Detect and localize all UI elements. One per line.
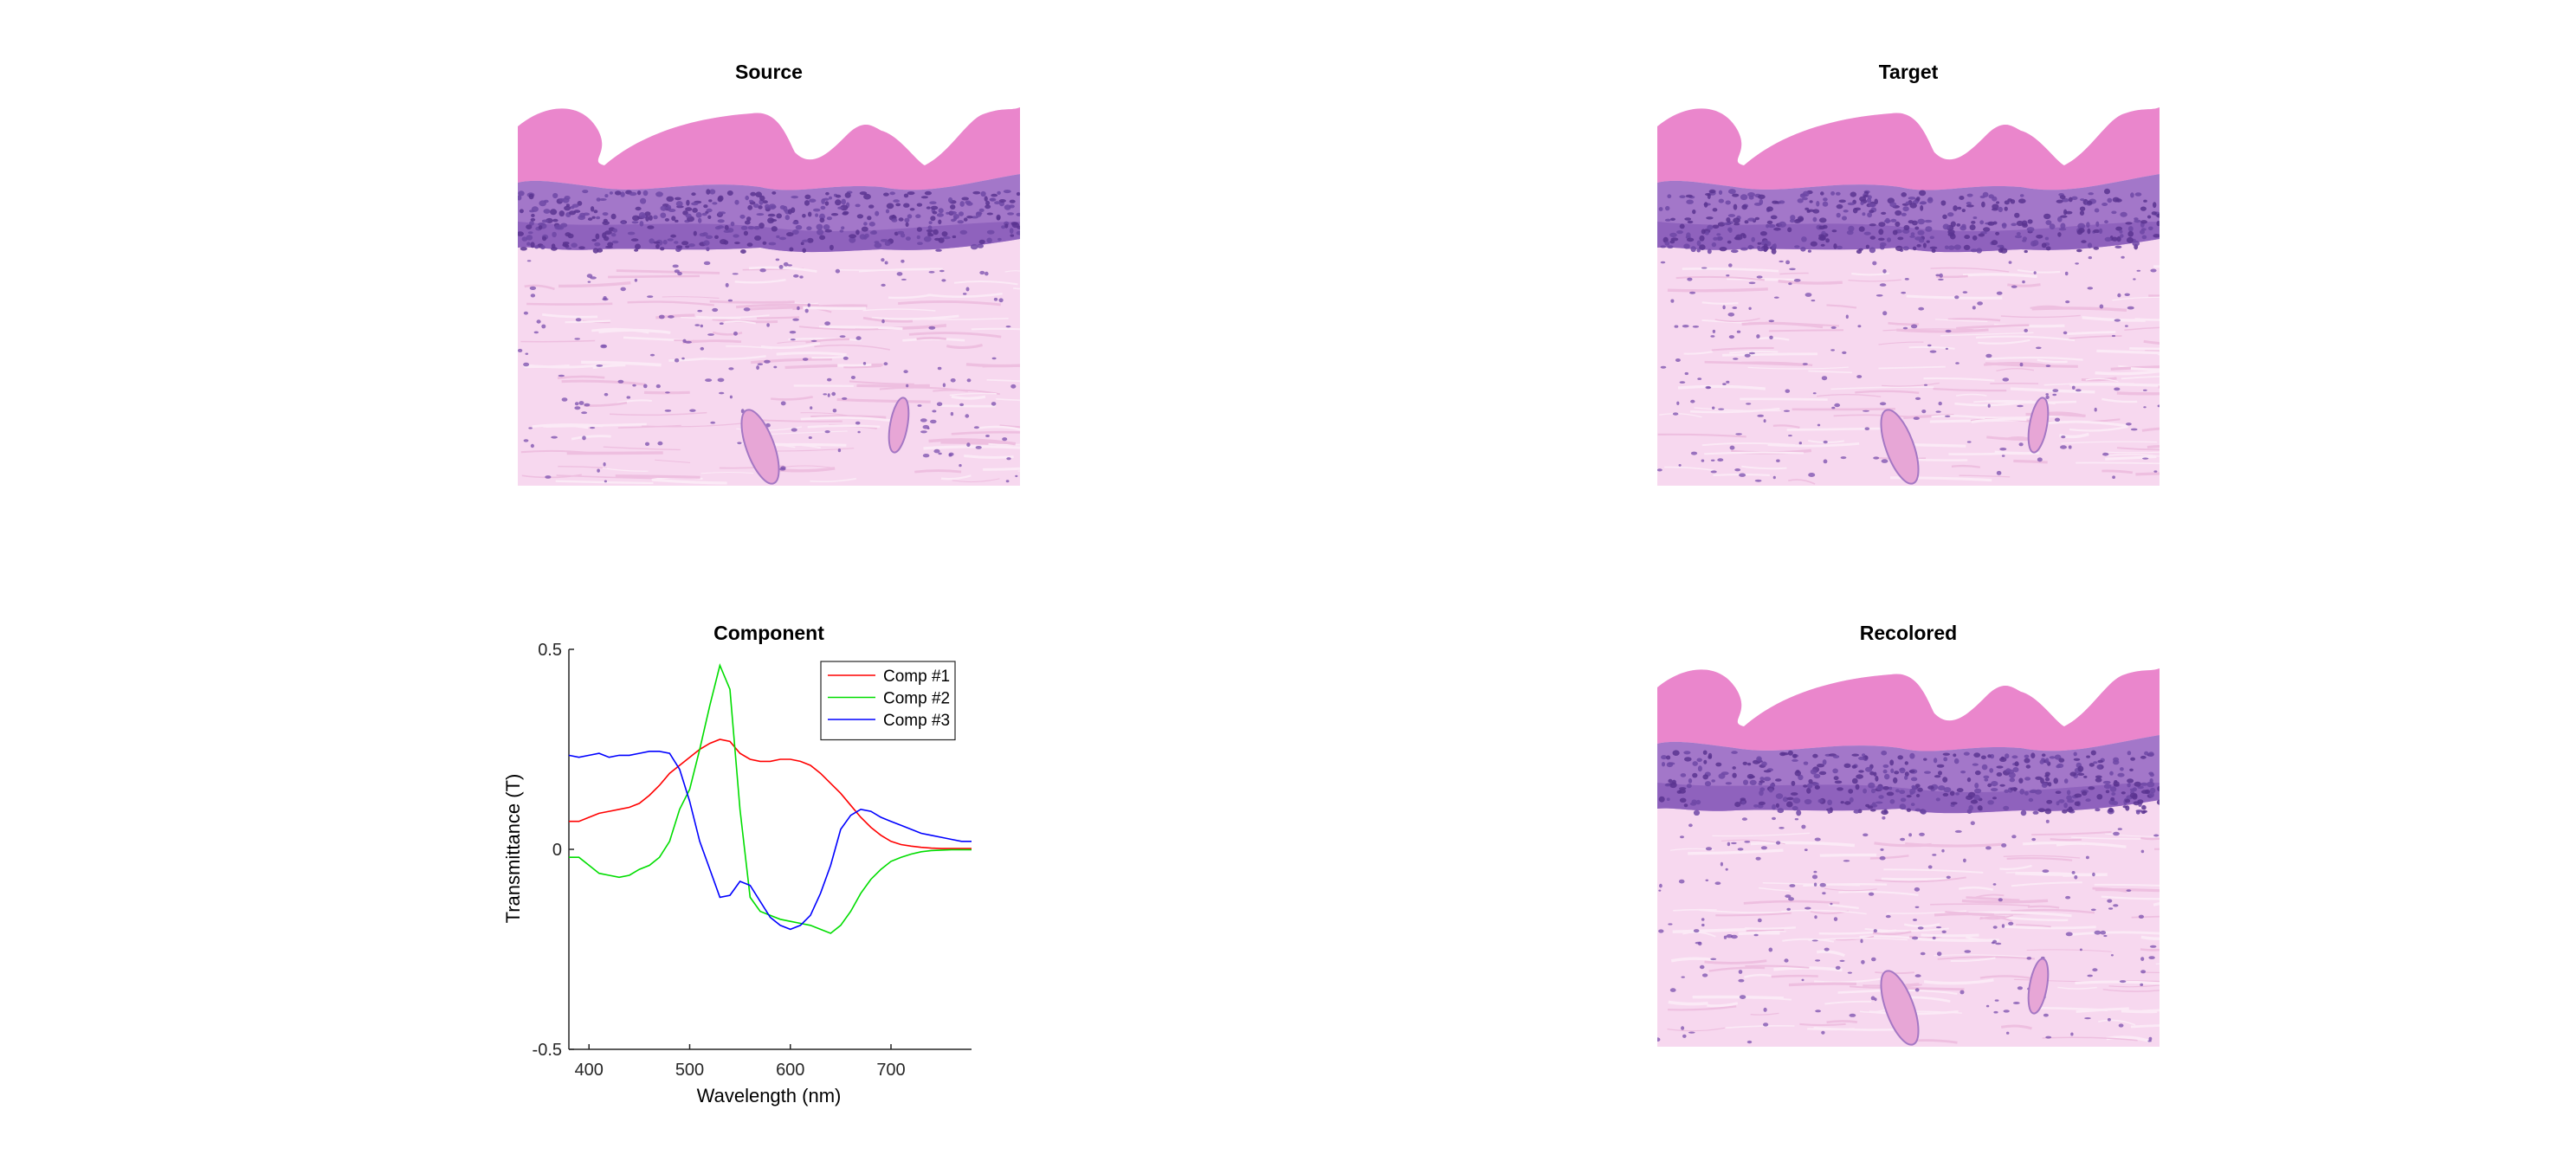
source-tissue-image: [518, 100, 1020, 486]
legend-entry: Comp #3: [883, 712, 950, 730]
recolored-tissue-image: [1657, 661, 2160, 1047]
chart-title: Component: [713, 622, 824, 644]
legend-box: [820, 661, 956, 741]
target-panel: Target: [1657, 61, 2160, 493]
series-line-comp-2: [569, 662, 972, 934]
x-tick-label: 500: [675, 1061, 704, 1080]
source-title: Source: [735, 61, 803, 83]
recolored-panel: Recolored: [1657, 622, 2160, 1055]
chart-axes: 400 500 600 700 -0.5 0 0.5: [533, 641, 972, 1080]
series-line-comp-1: [569, 739, 972, 849]
y-tick-label: 0.5: [538, 641, 562, 660]
y-tick-label: 0: [552, 841, 562, 860]
y-axis-label: Transmittance (T): [502, 774, 524, 924]
y-tick-label: -0.5: [533, 1041, 562, 1060]
target-tissue-image: [1657, 100, 2160, 486]
x-tick-label: 600: [776, 1061, 804, 1080]
legend-entry: Comp #2: [883, 690, 950, 708]
legend-entry: Comp #1: [883, 668, 950, 686]
x-tick-label: 400: [575, 1061, 604, 1080]
x-axis-label: Wavelength (nm): [697, 1085, 842, 1106]
x-tick-label: 700: [876, 1061, 905, 1080]
series-line-comp-3: [568, 750, 972, 931]
recolored-title: Recolored: [1859, 622, 1958, 644]
source-panel: Source: [518, 61, 1020, 493]
chart-series: [568, 662, 972, 934]
chart-legend: Comp #1 Comp #2 Comp #3: [820, 661, 956, 741]
target-title: Target: [1878, 61, 1939, 83]
